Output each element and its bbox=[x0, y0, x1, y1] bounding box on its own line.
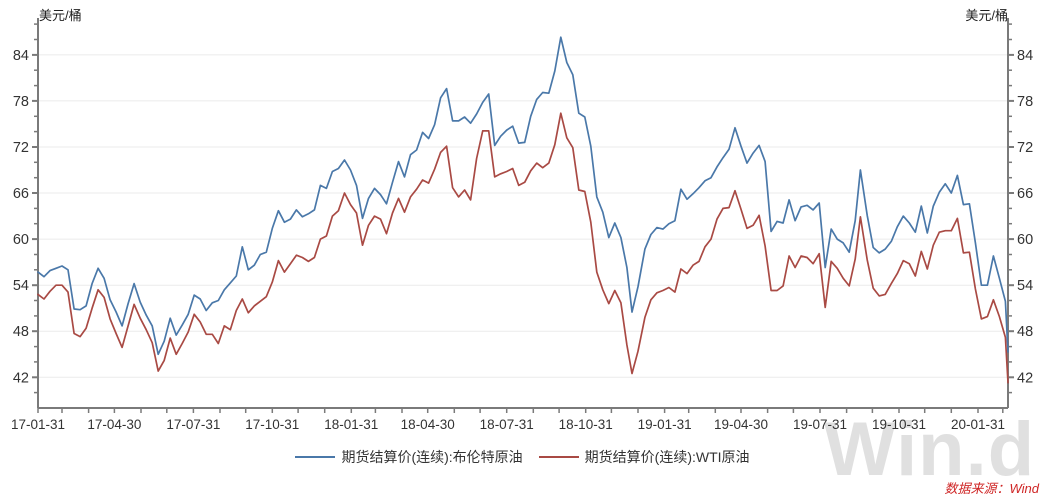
legend-item-label: 期货结算价(连续):WTI原油 bbox=[584, 449, 750, 465]
x-axis-tick-label: 18-04-30 bbox=[401, 417, 455, 432]
y-axis-tick-label-right: 78 bbox=[1017, 94, 1033, 110]
legend-item: 期货结算价(连续):WTI原油 bbox=[538, 447, 750, 467]
y-axis-tick-label-left: 42 bbox=[13, 370, 29, 386]
series-line-wti bbox=[37, 112, 1009, 384]
y-axis-tick-label-right: 60 bbox=[1017, 232, 1033, 248]
x-axis-tick-label: 18-07-31 bbox=[480, 417, 534, 432]
legend-line-swatch bbox=[538, 456, 579, 458]
y-axis-unit-left: 美元/桶 bbox=[39, 8, 82, 23]
legend-line-swatch bbox=[295, 456, 336, 458]
y-axis-tick-label-right: 84 bbox=[1017, 48, 1033, 64]
y-axis-tick-label-left: 84 bbox=[13, 48, 29, 64]
x-axis-tick-label: 17-10-31 bbox=[245, 417, 299, 432]
y-axis-tick-label-left: 48 bbox=[13, 324, 29, 340]
x-axis-tick-label: 19-01-31 bbox=[638, 417, 692, 432]
y-axis-tick-label-left: 72 bbox=[13, 140, 29, 156]
x-axis-tick-label: 17-01-31 bbox=[11, 417, 65, 432]
x-axis-tick-label: 19-07-31 bbox=[793, 417, 847, 432]
legend-item: 期货结算价(连续):布伦特原油 bbox=[295, 447, 523, 467]
x-axis-tick-label: 20-01-31 bbox=[951, 417, 1005, 432]
x-axis-tick-label: 17-07-31 bbox=[166, 417, 220, 432]
y-axis-unit-right: 美元/桶 bbox=[965, 8, 1008, 23]
y-axis-tick-label-right: 42 bbox=[1017, 370, 1033, 386]
y-axis-tick-label-right: 54 bbox=[1017, 278, 1033, 294]
y-axis-tick-label-right: 66 bbox=[1017, 186, 1033, 202]
y-axis-tick-label-left: 66 bbox=[13, 186, 29, 202]
legend-item-label: 期货结算价(连续):布伦特原油 bbox=[341, 449, 523, 465]
y-axis-tick-label-left: 78 bbox=[13, 94, 29, 110]
y-axis-tick-label-right: 72 bbox=[1017, 140, 1033, 156]
x-axis-tick-label: 17-04-30 bbox=[87, 417, 141, 432]
x-axis-tick-label: 19-04-30 bbox=[714, 417, 768, 432]
x-axis-tick-label: 18-01-31 bbox=[324, 417, 378, 432]
legend: 期货结算价(连续):布伦特原油 期货结算价(连续):WTI原油 bbox=[0, 447, 1045, 467]
y-axis-tick-label-left: 60 bbox=[13, 232, 29, 248]
data-source-note: 数据来源：Wind bbox=[944, 481, 1039, 496]
wind-watermark: Win.d bbox=[824, 407, 1036, 492]
x-axis-tick-label: 19-10-31 bbox=[872, 417, 926, 432]
x-axis-tick-label: 18-10-31 bbox=[559, 417, 613, 432]
y-axis-tick-label-right: 48 bbox=[1017, 324, 1033, 340]
y-axis-tick-label-left: 54 bbox=[13, 278, 29, 294]
price-line-chart: 42 42 48 48 54 54 60 60 66 66 72 72 78 78 84 84 17-01-31… bbox=[11, 18, 1033, 432]
series-line-brent bbox=[37, 36, 1009, 356]
